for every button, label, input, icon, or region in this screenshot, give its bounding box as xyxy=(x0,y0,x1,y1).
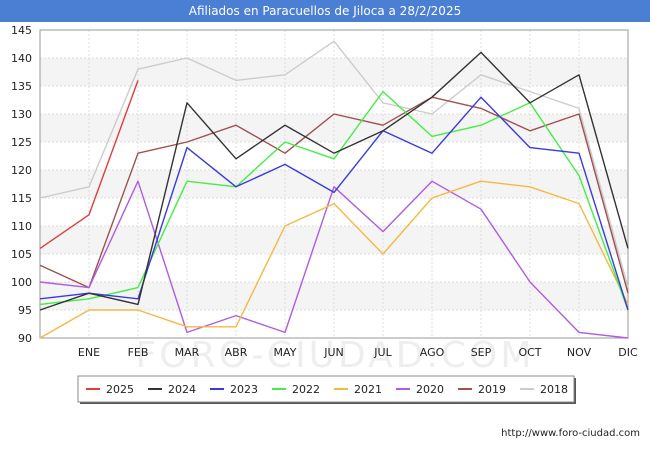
y-tick-label: 120 xyxy=(11,164,32,177)
legend-label-2023: 2023 xyxy=(230,383,258,396)
y-tick-label: 125 xyxy=(11,136,32,149)
x-tick-label: SEP xyxy=(471,346,492,359)
plot-border xyxy=(39,29,629,339)
y-tick-label: 145 xyxy=(11,24,32,37)
x-tick-label: ENE xyxy=(78,346,100,359)
legend-label-2018: 2018 xyxy=(540,383,568,396)
legend-label-2024: 2024 xyxy=(168,383,196,396)
y-tick-label: 140 xyxy=(11,52,32,65)
x-tick-label: MAR xyxy=(175,346,200,359)
y-tick-label: 135 xyxy=(11,80,32,93)
series-line-2023 xyxy=(39,96,629,311)
legend-label-2020: 2020 xyxy=(416,383,444,396)
x-tick-label: AGO xyxy=(420,346,445,359)
x-tick-label: ABR xyxy=(225,346,248,359)
x-tick-label: JUL xyxy=(373,346,392,359)
series-line-2020 xyxy=(39,180,629,339)
legend-label-2025: 2025 xyxy=(106,383,134,396)
y-tick-label: 105 xyxy=(11,248,32,261)
series-line-2019 xyxy=(39,96,629,294)
y-tick-label: 95 xyxy=(18,304,32,317)
legend-label-2019: 2019 xyxy=(478,383,506,396)
x-tick-label: FEB xyxy=(128,346,149,359)
y-tick-label: 130 xyxy=(11,108,32,121)
y-tick-label: 110 xyxy=(11,220,32,233)
y-tick-label: 115 xyxy=(11,192,32,205)
y-tick-label: 100 xyxy=(11,276,32,289)
source-credit: http://www.foro-ciudad.com xyxy=(501,428,640,439)
x-tick-label: NOV xyxy=(567,346,592,359)
x-tick-label: MAY xyxy=(274,346,297,359)
x-tick-label: DIC xyxy=(618,346,638,359)
legend-label-2021: 2021 xyxy=(354,383,382,396)
watermark: FORO-CIUDAD.COM xyxy=(136,335,535,376)
legend-label-2022: 2022 xyxy=(292,383,320,396)
series-line-2024 xyxy=(39,51,629,311)
x-tick-label: OCT xyxy=(518,346,541,359)
series-line-2025 xyxy=(39,80,139,249)
y-tick-label: 90 xyxy=(18,332,32,345)
x-tick-label: JUN xyxy=(323,346,344,359)
series-line-2021 xyxy=(39,180,629,339)
chart-title: Afiliados en Paracuellos de Jiloca a 28/… xyxy=(0,0,650,22)
line-chart: FORO-CIUDAD.COM 90 95 100 105 110 115 120 125 13… xyxy=(11,24,638,404)
series-line-2018 xyxy=(39,40,629,288)
